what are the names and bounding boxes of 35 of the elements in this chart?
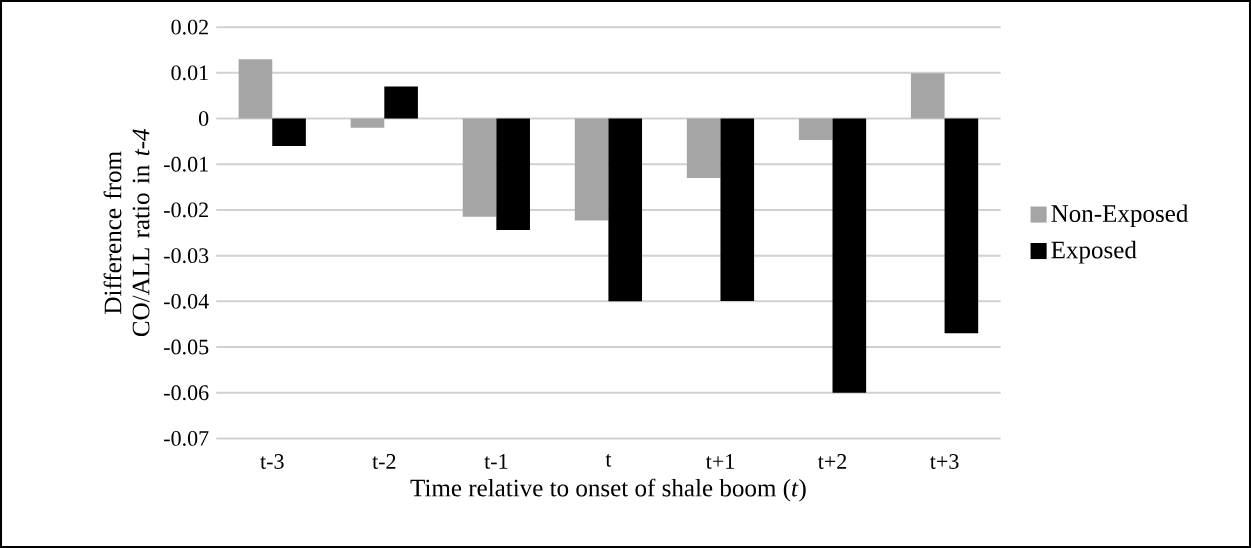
- bar: [944, 118, 979, 334]
- x-tick-label: t+1: [705, 454, 734, 469]
- x-tick-label: t-2: [372, 454, 396, 469]
- y-tick-label: -0.06: [164, 385, 209, 401]
- x-axis-title: Time relative to onset of shale boom (t): [410, 478, 806, 502]
- bar: [496, 118, 530, 231]
- legend-label: Exposed: [1051, 240, 1137, 264]
- y-tick-label: 0: [198, 111, 209, 126]
- x-tick-label: t+2: [817, 454, 847, 469]
- bar: [608, 118, 643, 302]
- bar: [462, 118, 497, 217]
- y-axis-title: Difference from CO/ALL ratio in t-4: [103, 128, 150, 337]
- bar: [272, 118, 306, 146]
- bar: [350, 118, 385, 128]
- y-tick-label: 0.02: [171, 19, 208, 35]
- x-tick-label: t-1: [484, 454, 508, 469]
- y-tick-label: -0.07: [164, 430, 209, 446]
- bar: [832, 118, 867, 393]
- x-tick-label: t-3: [260, 454, 284, 469]
- bar: [720, 118, 755, 301]
- bar: [798, 118, 833, 140]
- y-tick-label: 0.01: [171, 65, 208, 81]
- y-tick-label: -0.05: [164, 339, 209, 355]
- y-tick-label: -0.04: [164, 293, 209, 309]
- x-tick-label: t+3: [930, 454, 959, 469]
- legend-label: Non-Exposed: [1051, 204, 1189, 228]
- bar: [910, 73, 945, 119]
- bar: [238, 59, 273, 119]
- bar: [686, 118, 721, 178]
- bar: [384, 86, 418, 119]
- bar: [574, 118, 609, 221]
- y-tick-label: -0.02: [164, 202, 208, 218]
- x-tick-label: t: [605, 454, 612, 467]
- y-tick-label: -0.01: [164, 156, 208, 172]
- y-tick-label: -0.03: [164, 248, 209, 264]
